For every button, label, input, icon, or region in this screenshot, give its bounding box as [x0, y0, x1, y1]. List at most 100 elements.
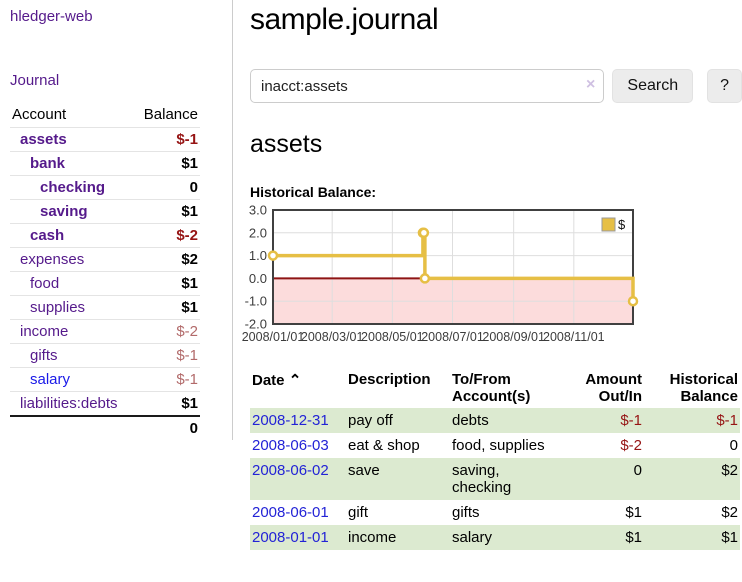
transaction-date-link[interactable]: 2008-06-03	[252, 437, 329, 454]
transaction-balance: $2	[721, 462, 738, 479]
account-link-checking[interactable]: checking	[40, 179, 106, 196]
page-title: sample.journal	[250, 3, 439, 36]
account-link-saving[interactable]: saving	[40, 203, 88, 220]
transaction-description: income	[348, 529, 397, 546]
transaction-date-link[interactable]: 2008-12-31	[252, 412, 329, 429]
register-header-row: Date ⌃ Description To/From Account(s) Am…	[250, 368, 740, 408]
clear-search-icon[interactable]: ×	[586, 76, 596, 93]
account-row: liabilities:debts $1	[10, 391, 200, 417]
transaction-accounts: food, supplies	[452, 437, 545, 454]
account-link-income[interactable]: income	[20, 323, 69, 340]
account-row: supplies $1	[10, 295, 200, 320]
transaction-date-link[interactable]: 2008-06-01	[252, 504, 329, 521]
transaction-balance: 0	[729, 437, 738, 454]
account-row: checking 0	[10, 175, 200, 200]
transaction-accounts: gifts	[452, 504, 480, 521]
sidebar: hledger-web Journal Account Balance asse…	[0, 0, 233, 440]
transaction-row: 2008-12-31 pay off debts $-1 $-1	[250, 408, 740, 433]
date-header-label: Date	[252, 372, 285, 389]
account-balance: 0	[189, 179, 198, 196]
sort-ascending-icon: ⌃	[288, 372, 302, 389]
svg-text:3.0: 3.0	[249, 203, 267, 218]
account-link-salary[interactable]: salary	[30, 371, 71, 388]
account-balance: $2	[181, 251, 198, 268]
main-content: sample.journal × Search ? assets Histori…	[242, 0, 742, 550]
account-row: saving $1	[10, 199, 200, 224]
search-input[interactable]	[250, 69, 605, 103]
account-row: gifts $-1	[10, 343, 200, 368]
search-form: × Search ?	[250, 69, 742, 103]
register-table: Date ⌃ Description To/From Account(s) Am…	[250, 368, 740, 550]
balance-column-header: Historical Balance	[669, 371, 738, 405]
account-row: income $-2	[10, 319, 200, 344]
historical-balance-chart: $3.0 2.0 1.0 0.0 -1.0 -2.0 2008/01/01 2008/03/0…	[242, 203, 742, 350]
search-button[interactable]: Search	[612, 69, 694, 103]
svg-text:2.0: 2.0	[249, 225, 267, 240]
transaction-balance: $1	[721, 529, 738, 546]
account-link-cash[interactable]: cash	[30, 227, 65, 244]
transaction-amount: $1	[625, 504, 642, 521]
accounts-total-row: 0	[10, 416, 200, 440]
brand-link[interactable]: hledger-web	[10, 8, 93, 25]
svg-text:1.0: 1.0	[249, 248, 267, 263]
svg-text:-1.0: -1.0	[245, 294, 267, 309]
help-button[interactable]: ?	[707, 69, 742, 103]
account-row: salary $-1	[10, 367, 200, 392]
account-link-bank[interactable]: bank	[30, 155, 66, 172]
account-link-supplies[interactable]: supplies	[30, 299, 86, 316]
account-heading: assets	[250, 130, 323, 158]
transaction-date-link[interactable]: 2008-06-02	[252, 462, 329, 479]
transaction-date-link[interactable]: 2008-01-01	[252, 529, 329, 546]
account-balance: $-2	[176, 227, 198, 244]
transaction-description: pay off	[348, 412, 393, 429]
accounts-column-header: To/From Account(s)	[452, 371, 531, 405]
svg-text:-2.0: -2.0	[245, 317, 267, 332]
date-column-header[interactable]: Date ⌃	[250, 368, 346, 408]
account-link-liabilities-debts[interactable]: liabilities:debts	[20, 395, 118, 412]
transaction-description: save	[348, 462, 380, 479]
account-balance: $-2	[176, 323, 198, 340]
sidebar-item-journal[interactable]: Journal	[10, 72, 60, 89]
account-balance: $1	[181, 203, 198, 220]
account-row: expenses $2	[10, 247, 200, 272]
transaction-amount: $1	[625, 529, 642, 546]
transaction-amount: $-2	[620, 437, 642, 454]
transaction-description: gift	[348, 504, 369, 521]
transaction-row: 2008-06-03 eat & shop food, supplies $-2…	[250, 433, 740, 458]
account-balance: $1	[181, 155, 198, 172]
transaction-accounts: saving, checking	[452, 462, 512, 496]
account-row: cash $-2	[10, 223, 200, 248]
account-balance-table: Account Balance assets $-1 bank $1 check…	[10, 104, 200, 440]
accounts-total-value: 0	[189, 420, 198, 437]
svg-text:2008/09/01: 2008/09/01	[482, 330, 545, 344]
account-row: food $1	[10, 271, 200, 296]
svg-text:2008/07/01: 2008/07/01	[421, 330, 484, 344]
svg-text:0.0: 0.0	[249, 271, 267, 286]
description-column-header: Description	[348, 371, 431, 388]
transaction-accounts: salary	[452, 529, 493, 546]
svg-text:2008/05/01: 2008/05/01	[361, 330, 424, 344]
transaction-description: eat & shop	[348, 437, 420, 454]
transaction-balance: $-1	[716, 412, 738, 429]
account-link-assets[interactable]: assets	[20, 131, 67, 148]
transaction-amount: $-1	[620, 412, 642, 429]
account-balance: $1	[181, 395, 198, 412]
account-link-food[interactable]: food	[30, 275, 60, 292]
account-row: assets $-1	[10, 127, 200, 152]
transaction-row: 2008-06-01 gift gifts $1 $2	[250, 500, 740, 525]
transaction-row: 2008-01-01 income salary $1 $1	[250, 525, 740, 550]
account-link-gifts[interactable]: gifts	[30, 347, 58, 364]
amount-column-header: Amount Out/In	[585, 371, 642, 405]
svg-text:2008/11/01: 2008/11/01	[543, 330, 605, 344]
balance-column-header: Balance	[143, 106, 198, 123]
account-balance: $1	[181, 275, 198, 292]
account-balance: $1	[181, 299, 198, 316]
account-link-expenses[interactable]: expenses	[20, 251, 85, 268]
account-balance: $-1	[176, 131, 198, 148]
account-row: bank $1	[10, 151, 200, 176]
transaction-amount: 0	[633, 462, 642, 479]
svg-text:$: $	[618, 217, 626, 232]
transaction-accounts: debts	[452, 412, 489, 429]
chart-title: Historical Balance:	[250, 184, 377, 200]
